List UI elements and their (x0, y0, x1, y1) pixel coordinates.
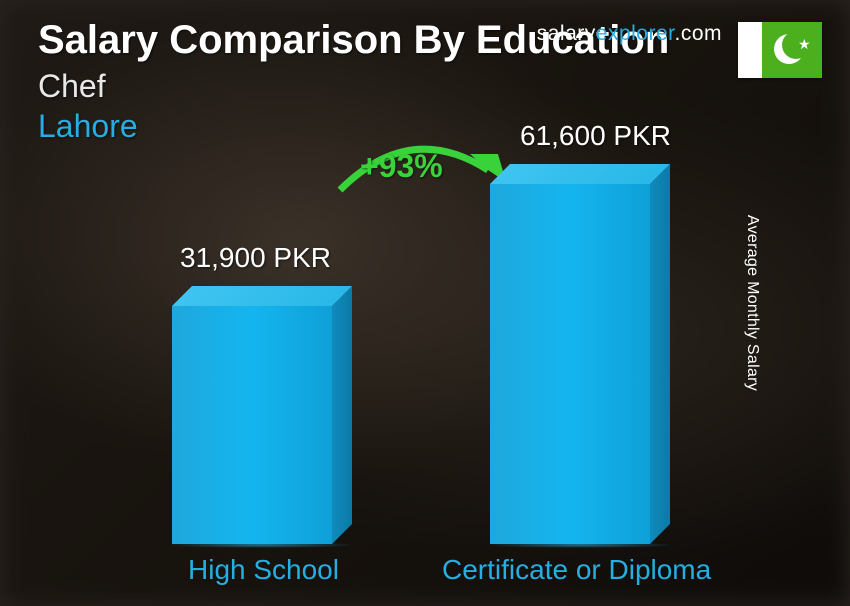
flag-green-field: ★ (762, 22, 822, 78)
bar-top-face (172, 286, 352, 306)
bar-front-face (490, 184, 650, 544)
percent-increase: +93% (360, 148, 443, 185)
job-title: Chef (38, 68, 106, 105)
brand-logo: salaryexplorer.com (537, 22, 722, 46)
flag-white-stripe (738, 22, 762, 78)
bar-front-face (172, 306, 332, 544)
bar-top-face (490, 164, 670, 184)
bar-side-face (650, 164, 670, 544)
category-label-1: High School (188, 554, 339, 586)
star-icon: ★ (798, 36, 811, 53)
y-axis-label: Average Monthly Salary (743, 215, 761, 391)
bar-side-face (332, 286, 352, 544)
category-label-2: Certificate or Diploma (442, 554, 711, 586)
location-label: Lahore (38, 108, 138, 145)
bar-value-1: 31,900 PKR (180, 242, 331, 274)
bar-value-2: 61,600 PKR (520, 120, 671, 152)
brand-part3: .com (674, 22, 722, 45)
flag-icon: ★ (738, 22, 822, 78)
brand-part2: explorer (596, 22, 675, 45)
brand-part1: salary (537, 22, 596, 45)
content-layer: Salary Comparison By Education Chef Laho… (0, 0, 850, 606)
